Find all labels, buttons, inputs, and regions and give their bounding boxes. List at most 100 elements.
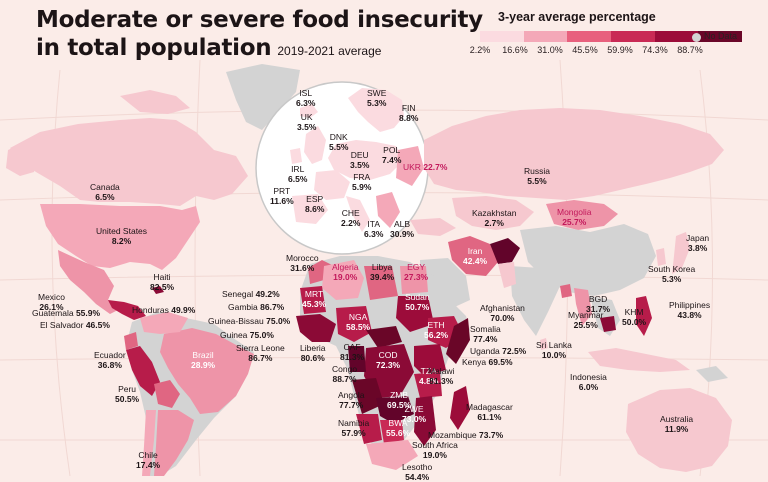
philippines-shape <box>636 296 652 336</box>
country-label-guinea: Guinea 75.0% <box>220 330 274 340</box>
country-name: Guinea <box>220 330 248 340</box>
country-value: 61.1% <box>477 412 502 422</box>
country-value: 28.9% <box>191 360 216 370</box>
country-value: 6.3% <box>364 229 384 239</box>
country-label-bgd: BGD 31.7% <box>586 294 610 314</box>
country-value: 6.5% <box>288 174 308 184</box>
country-value: 43.8% <box>677 310 702 320</box>
country-name: Sudan <box>405 292 430 302</box>
country-name: Somalia <box>470 324 501 334</box>
turkey-shape <box>410 218 456 236</box>
ecuador-shape <box>124 332 138 350</box>
bangladesh-shape <box>560 284 572 298</box>
country-value: 69.5% <box>486 357 513 367</box>
country-label-indonesia: Indonesia 6.0% <box>570 372 607 392</box>
country-value: 56.2% <box>424 330 449 340</box>
southafrica-shape <box>366 440 418 470</box>
algeria-shape <box>322 260 364 300</box>
country-label-madagascar: Madagascar 61.1% <box>466 402 513 422</box>
country-name: BGD <box>588 294 608 304</box>
country-value: 80.6% <box>300 353 325 363</box>
country-label-honduras: Honduras 49.9% <box>132 305 195 315</box>
country-name: ALB <box>394 219 411 229</box>
country-name: Canada <box>90 182 120 192</box>
myanmar-shape <box>574 288 592 326</box>
country-name: CAF <box>343 342 361 352</box>
country-label-mozambique: Mozambique 73.7% <box>428 430 503 440</box>
legend-swatch-6 <box>698 31 743 42</box>
country-name: SWE <box>367 88 387 98</box>
somalia-shape <box>446 318 470 364</box>
country-label-cod: COD 72.3% <box>376 350 400 370</box>
country-label-egy: EGY 27.3% <box>404 262 428 282</box>
zambia-shape <box>376 396 414 424</box>
country-value: 70.0% <box>490 313 515 323</box>
country-value: 36.8% <box>97 360 122 370</box>
legend-color-bar <box>480 31 743 42</box>
country-value: 42.4% <box>463 256 488 266</box>
country-label-morocco: Morocco 31.6% <box>286 253 319 273</box>
country-label-senegal: Senegal 49.2% <box>222 289 280 299</box>
country-value: 11.6% <box>270 196 294 206</box>
country-label-south-africa: South Africa 19.0% <box>412 440 458 460</box>
country-name: Congo <box>332 364 358 374</box>
country-label-myanmar: Myanmar 25.5% <box>568 310 603 330</box>
country-name: Russia <box>524 166 550 176</box>
country-label-malawi: Malawi 81.3% <box>428 366 454 386</box>
country-name: Ecuador <box>94 350 126 360</box>
country-name: UK <box>300 112 313 122</box>
afghanistan-shape <box>490 238 520 264</box>
country-label-australia: Australia 11.9% <box>660 414 693 434</box>
country-label-liberia: Liberia 80.6% <box>300 343 326 363</box>
country-value: 26.1% <box>39 302 64 312</box>
central-america-shape <box>108 300 146 320</box>
country-value: 3.5% <box>350 160 370 170</box>
libya-shape <box>364 266 398 300</box>
country-name: Namibia <box>338 418 370 428</box>
country-name: Sierra Leone <box>236 343 285 353</box>
country-value: 25.5% <box>573 320 598 330</box>
country-value: 27.3% <box>404 272 429 282</box>
country-value: 82.5% <box>150 282 175 292</box>
country-label-uk: UK 3.5% <box>297 112 316 132</box>
country-label-algeria: Algeria 19.0% <box>332 262 358 282</box>
no-data-label: No Data <box>704 31 738 41</box>
nigeria-shape <box>336 306 372 342</box>
country-label-che: CHE 2.2% <box>341 208 360 228</box>
country-name: Uganda <box>470 346 500 356</box>
legend-tick: 31.0% <box>537 45 563 55</box>
country-name: Guatemala <box>32 308 74 318</box>
legend-tick: 16.6% <box>502 45 528 55</box>
legend-tick: 74.3% <box>642 45 668 55</box>
country-label-lesotho: Lesotho 54.4% <box>402 462 432 482</box>
country-value: 19.0% <box>333 272 358 282</box>
country-name: Iran <box>467 246 483 256</box>
country-value: 22.7% <box>420 162 448 172</box>
country-name: Liberia <box>300 343 326 353</box>
country-value: 5.5% <box>329 142 349 152</box>
usa-shape <box>40 204 200 270</box>
country-label-zmb: ZMB 69.5% <box>387 390 411 410</box>
cambodia-shape <box>600 316 616 332</box>
legend-swatch-4 <box>611 31 655 42</box>
country-value: 54.4% <box>405 472 430 482</box>
country-value: 25.7% <box>562 217 587 227</box>
country-label-irl: IRL 6.5% <box>288 164 307 184</box>
country-label-dnk: DNK 5.5% <box>329 132 348 152</box>
namibia-shape <box>356 414 382 444</box>
country-name: MRT <box>304 289 324 299</box>
country-name: South Korea <box>648 264 696 274</box>
country-value: 73.0% <box>402 414 427 424</box>
country-label-guinea-bissau: Guinea-Bissau 75.0% <box>208 316 290 326</box>
westafrica-shape <box>296 314 336 342</box>
argentina-shape <box>154 410 194 476</box>
country-value: 30.9% <box>390 229 415 239</box>
legend-swatch-2 <box>523 31 568 42</box>
country-label-mongolia: Mongolia 25.7% <box>557 207 592 227</box>
country-name: ESP <box>306 194 324 204</box>
country-name: Kazakhstan <box>472 208 517 218</box>
country-label-libya: Libya 39.4% <box>370 262 394 282</box>
japan-shape <box>672 232 690 274</box>
country-name: Malawi <box>428 366 455 376</box>
country-label-el-salvador: El Salvador 46.5% <box>40 320 110 330</box>
